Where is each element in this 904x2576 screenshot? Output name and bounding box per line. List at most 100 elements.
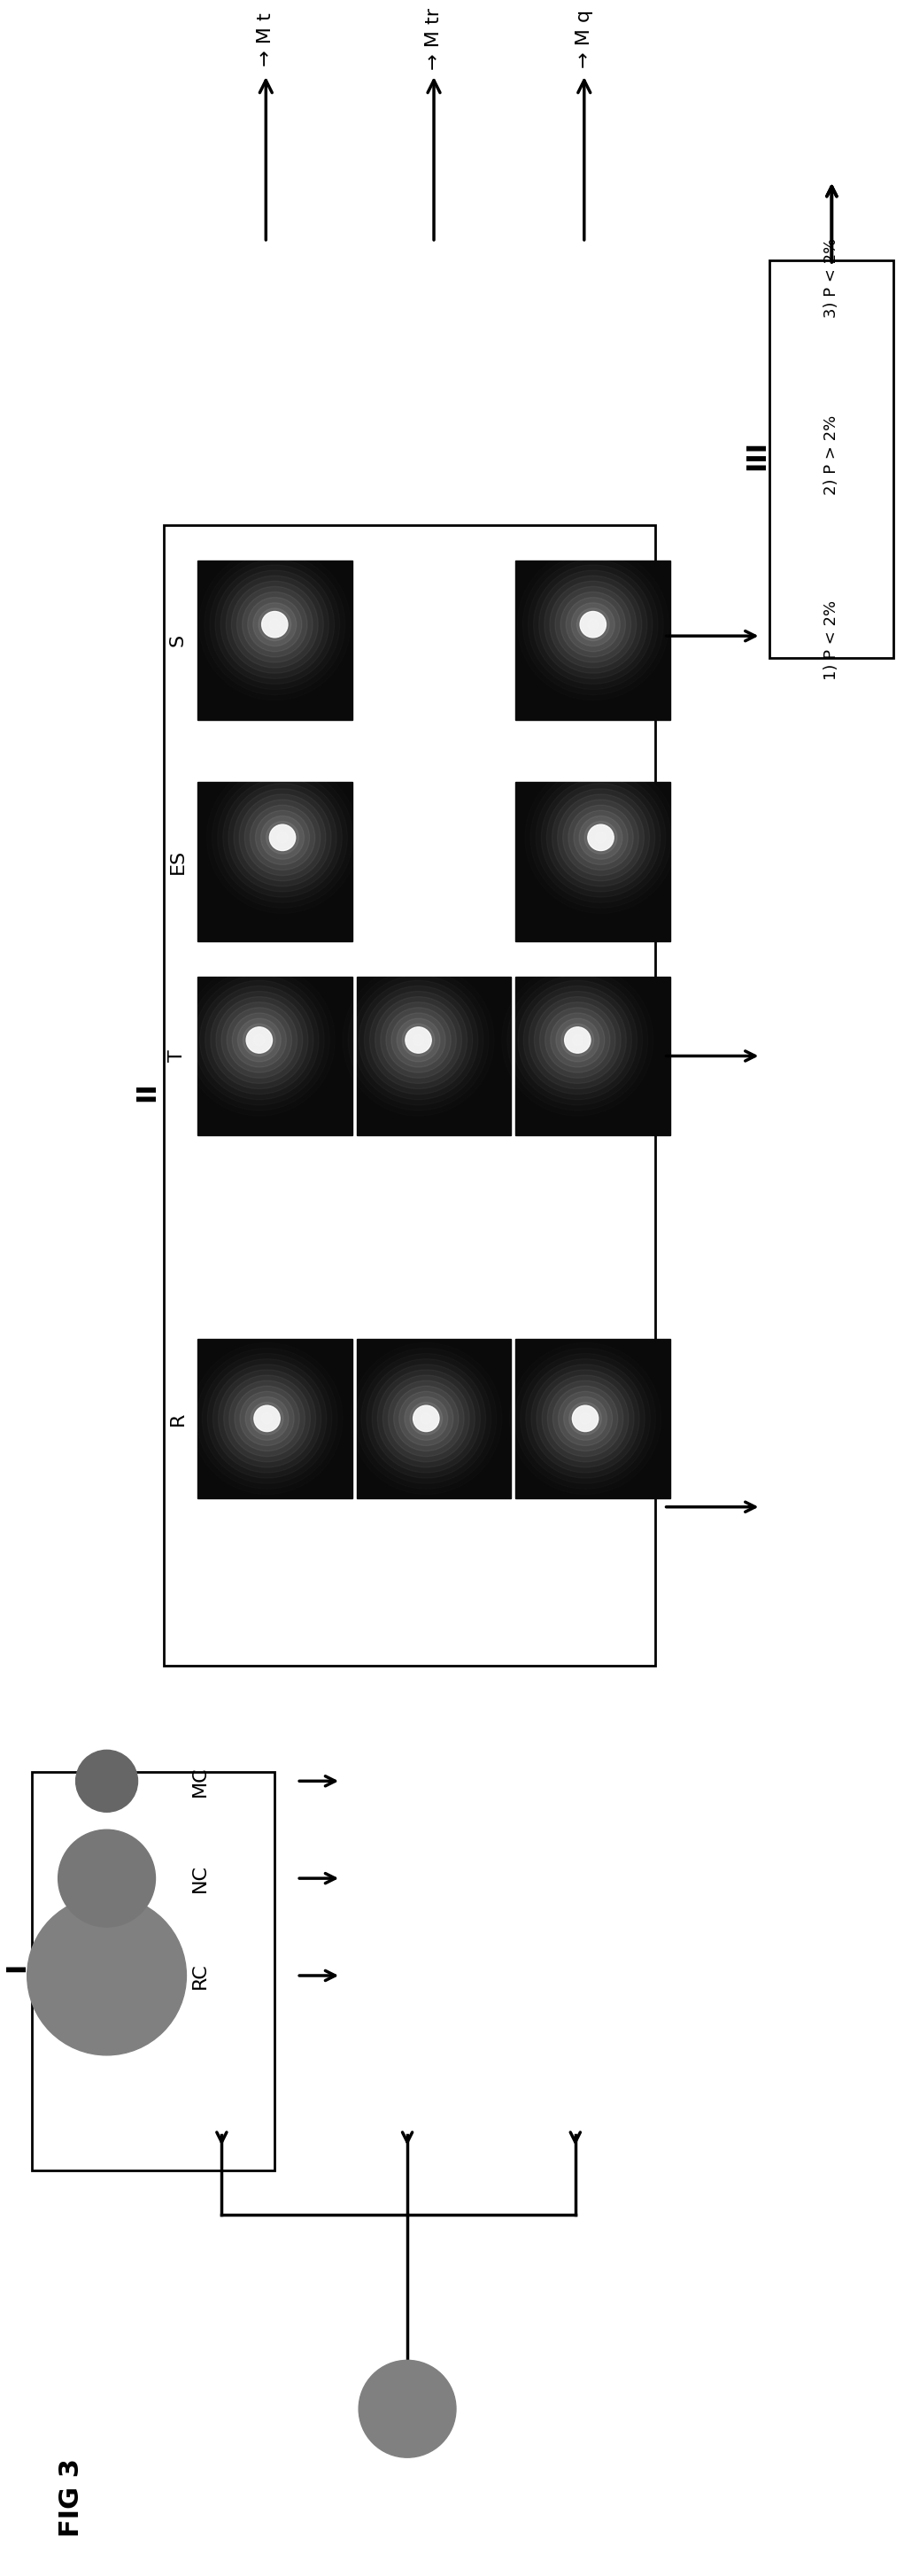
Bar [32, 1772, 275, 2169]
Bar [515, 1340, 671, 1499]
Circle shape [545, 1007, 610, 1072]
Circle shape [277, 832, 287, 842]
Circle shape [271, 827, 293, 848]
Text: → M q: → M q [575, 10, 593, 70]
Circle shape [596, 832, 607, 842]
Circle shape [552, 1386, 617, 1450]
Circle shape [404, 1396, 447, 1440]
Circle shape [590, 827, 612, 848]
Circle shape [254, 1036, 265, 1046]
Circle shape [256, 1406, 278, 1430]
Circle shape [566, 598, 620, 652]
Circle shape [561, 1023, 594, 1056]
Circle shape [579, 1414, 590, 1425]
Circle shape [246, 1028, 272, 1054]
Bar [770, 260, 894, 657]
Circle shape [567, 1030, 589, 1051]
Circle shape [569, 806, 633, 871]
Text: NC: NC [191, 1865, 209, 1893]
Text: II: II [134, 1082, 159, 1103]
Circle shape [254, 1406, 280, 1432]
Circle shape [577, 608, 609, 641]
Circle shape [415, 1406, 437, 1430]
Circle shape [359, 2360, 456, 2458]
Bar [515, 783, 671, 940]
Circle shape [588, 618, 598, 631]
Text: T: T [169, 1051, 186, 1061]
Text: → M t: → M t [257, 13, 275, 67]
Circle shape [588, 824, 614, 850]
Circle shape [240, 1391, 294, 1445]
Circle shape [266, 822, 298, 853]
Circle shape [405, 1028, 431, 1054]
Circle shape [569, 1401, 601, 1435]
Circle shape [386, 1007, 451, 1072]
Circle shape [572, 1036, 583, 1046]
Circle shape [572, 1406, 598, 1432]
Text: → M tr: → M tr [425, 8, 443, 70]
Circle shape [393, 1386, 458, 1450]
Circle shape [264, 613, 286, 636]
Circle shape [413, 1406, 439, 1432]
Circle shape [558, 1391, 612, 1445]
Circle shape [250, 806, 315, 871]
Bar [165, 526, 654, 1667]
Circle shape [232, 1012, 287, 1066]
Circle shape [391, 1012, 446, 1066]
Bar [197, 1340, 352, 1499]
Circle shape [245, 1396, 288, 1440]
Circle shape [413, 1036, 424, 1046]
Text: R: R [169, 1412, 186, 1425]
Circle shape [420, 1414, 431, 1425]
Circle shape [76, 1749, 137, 1811]
Circle shape [253, 603, 297, 647]
Circle shape [249, 1030, 270, 1051]
Circle shape [58, 1829, 155, 1927]
Circle shape [580, 611, 606, 636]
Text: ES: ES [169, 850, 186, 873]
Circle shape [560, 592, 626, 657]
Circle shape [248, 598, 302, 652]
Circle shape [565, 1028, 590, 1054]
Circle shape [256, 811, 309, 866]
Circle shape [585, 822, 617, 853]
Text: 2) P > 2%: 2) P > 2% [824, 415, 840, 495]
Circle shape [579, 817, 623, 860]
Circle shape [242, 592, 307, 657]
Circle shape [243, 1023, 276, 1056]
Circle shape [582, 613, 604, 636]
Circle shape [234, 1386, 299, 1450]
Circle shape [574, 811, 628, 866]
Text: I: I [4, 1963, 30, 1971]
Bar [356, 976, 512, 1136]
Circle shape [551, 1012, 605, 1066]
Bar [356, 1340, 512, 1499]
Circle shape [227, 1007, 292, 1072]
Circle shape [571, 603, 615, 647]
Text: FIG 3: FIG 3 [59, 2458, 84, 2537]
Circle shape [250, 1401, 283, 1435]
Bar [197, 783, 352, 940]
Circle shape [259, 608, 291, 641]
Bar [515, 562, 671, 719]
Circle shape [399, 1391, 453, 1445]
Circle shape [402, 1023, 435, 1056]
Text: MC: MC [191, 1765, 209, 1795]
Circle shape [261, 817, 304, 860]
Text: 3) P < 2%: 3) P < 2% [824, 237, 840, 317]
Circle shape [269, 824, 296, 850]
Circle shape [410, 1401, 442, 1435]
Bar [515, 976, 671, 1136]
Circle shape [397, 1018, 440, 1061]
Circle shape [574, 1406, 596, 1430]
Circle shape [262, 611, 287, 636]
Circle shape [238, 1018, 281, 1061]
Circle shape [27, 1896, 186, 2056]
Text: 1) P < 2%: 1) P < 2% [824, 600, 840, 680]
Text: III: III [744, 440, 769, 469]
Circle shape [408, 1030, 429, 1051]
Circle shape [261, 1414, 272, 1425]
Bar [197, 976, 352, 1136]
Text: S: S [169, 634, 186, 647]
Circle shape [556, 1018, 599, 1061]
